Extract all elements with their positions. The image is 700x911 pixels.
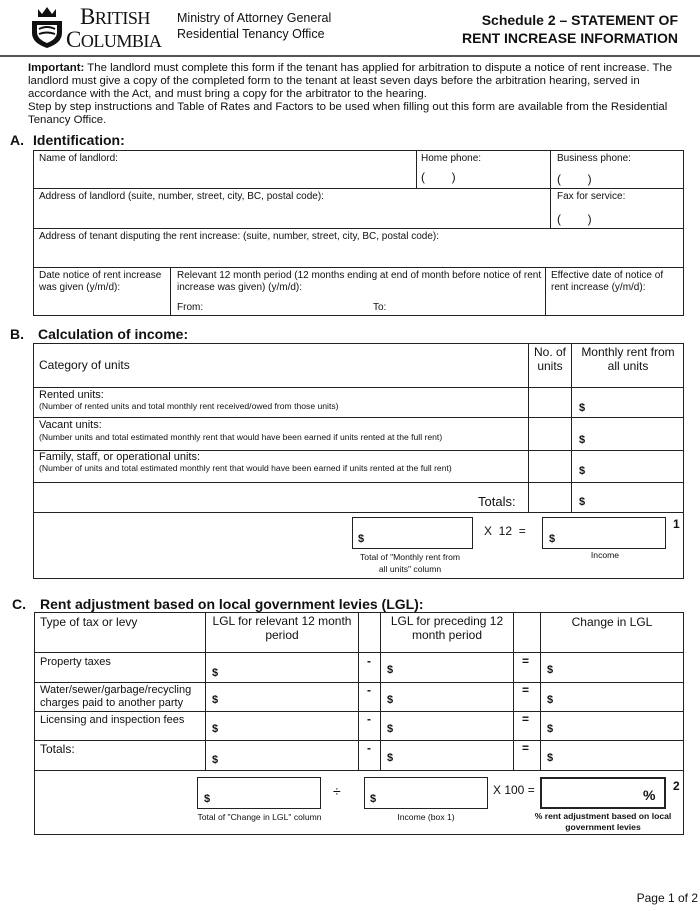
income-box-1-currency: $ — [370, 793, 377, 805]
page-number: Page 1 of 2 — [636, 891, 698, 905]
totals-preceding-field[interactable]: $ — [387, 752, 394, 764]
col-monthly-rent: Monthly rent from all units — [581, 345, 675, 373]
col-category: Category of units — [39, 358, 130, 372]
important-text: The landlord must complete this form if … — [28, 62, 673, 100]
minus-sign: - — [367, 654, 371, 668]
section-a-title: Identification: — [33, 132, 125, 148]
home-phone-field[interactable]: ( ) — [421, 170, 456, 184]
section-c-title: Rent adjustment based on local governmen… — [40, 596, 424, 612]
water-sewer-relevant-field[interactable]: $ — [212, 694, 219, 706]
name-of-landlord-field[interactable]: Name of landlord: — [39, 153, 118, 164]
equals-sign: = — [522, 741, 530, 755]
property-taxes-change-field[interactable]: $ — [547, 664, 554, 676]
water-sewer-label: Water/sewer/garbage/recycling charges pa… — [40, 684, 192, 709]
family-units-note: (Number of units and total estimated mon… — [39, 463, 452, 473]
percent-sign: % — [643, 787, 656, 803]
minus-sign: - — [367, 712, 371, 726]
income-table — [33, 343, 684, 579]
income-currency: $ — [549, 533, 556, 545]
income-label: Income — [590, 550, 620, 560]
family-units-rent-field[interactable]: $ — [579, 465, 586, 477]
minus-sign: - — [367, 683, 371, 697]
coat-of-arms-icon — [32, 7, 62, 48]
income-box-1-field[interactable] — [364, 777, 488, 809]
to-field[interactable]: To: — [373, 302, 387, 313]
licensing-label: Licensing and inspection fees — [40, 714, 185, 726]
total-monthly-rent-label: Total of "Monthly rent from all units" c… — [360, 552, 461, 574]
property-taxes-relevant-field[interactable]: $ — [212, 667, 219, 679]
property-taxes-label: Property taxes — [40, 656, 111, 668]
col-preceding: LGL for preceding 12 month period — [390, 614, 504, 642]
income-box-1-label: Income (box 1) — [397, 812, 455, 822]
total-change-lgl-label: Total of "Change in LGL" column — [197, 812, 322, 822]
licensing-change-field[interactable]: $ — [547, 723, 554, 735]
lgl-totals-label: Totals: — [40, 742, 75, 756]
minus-sign: - — [367, 741, 371, 755]
box-number-1: 1 — [673, 517, 680, 531]
important-notice: Important: The landlord must complete th… — [28, 62, 688, 101]
divide-sign: ÷ — [333, 783, 341, 799]
col-change: Change in LGL — [571, 615, 653, 629]
totals-label: Totals: — [478, 494, 516, 509]
income-box[interactable] — [542, 517, 666, 549]
times-100: X 100 = — [493, 783, 535, 797]
form-title-line1: Schedule 2 – STATEMENT OF — [481, 12, 678, 28]
relevant-period-label: Relevant 12 month period (12 months endi… — [177, 270, 542, 293]
equals-sign: = — [522, 654, 530, 668]
rented-units-note: (Number of rented units and total monthl… — [39, 401, 339, 411]
vacant-units-rent-field[interactable]: $ — [579, 434, 586, 446]
water-sewer-preceding-field[interactable]: $ — [387, 694, 394, 706]
vacant-units-note: (Number units and total estimated monthl… — [39, 432, 443, 442]
ministry-name: Ministry of Attorney General — [177, 11, 332, 25]
important-label: Important: — [28, 62, 85, 74]
total-monthly-rent-currency: $ — [358, 533, 365, 545]
form-title-line2: RENT INCREASE INFORMATION — [462, 30, 678, 46]
header-rule — [0, 55, 700, 57]
business-phone-field[interactable]: ( ) — [557, 172, 592, 186]
landlord-address-field[interactable]: Address of landlord (suite, number, stre… — [39, 191, 324, 202]
effective-date-field[interactable]: Effective date of notice of rent increas… — [551, 270, 664, 293]
property-taxes-preceding-field[interactable]: $ — [387, 664, 394, 676]
total-monthly-rent-box[interactable] — [352, 517, 473, 549]
section-b-title: Calculation of income: — [38, 326, 189, 342]
totals-change-field[interactable]: $ — [547, 752, 554, 764]
total-change-lgl-box[interactable] — [197, 777, 321, 809]
percent-adjustment-box[interactable] — [540, 777, 666, 809]
section-a-letter: A. — [10, 132, 24, 148]
vacant-units-title: Vacant units: — [39, 419, 102, 431]
fax-label: Fax for service: — [557, 191, 626, 202]
times-12: X 12 = — [484, 524, 526, 538]
water-sewer-change-field[interactable]: $ — [547, 694, 554, 706]
equals-sign: = — [522, 683, 530, 697]
bc-logo: BRITISH COLUMBIA — [30, 5, 165, 51]
totals-relevant-field[interactable]: $ — [212, 754, 219, 766]
equals-sign: = — [522, 712, 530, 726]
percent-adjustment-label: % rent adjustment based on local governm… — [534, 811, 672, 832]
rented-units-title: Rented units: — [39, 389, 104, 401]
totals-rent-field[interactable]: $ — [579, 496, 586, 508]
tenant-address-field[interactable]: Address of tenant disputing the rent inc… — [39, 231, 440, 242]
instructions-text: Step by step instructions and Table of R… — [28, 101, 668, 126]
col-relevant: LGL for relevant 12 month period — [212, 614, 352, 642]
box-number-2: 2 — [673, 779, 680, 793]
section-b-letter: B. — [10, 326, 24, 342]
rented-units-rent-field[interactable]: $ — [579, 402, 586, 414]
col-type: Type of tax or levy — [40, 615, 138, 629]
lgl-table — [34, 612, 684, 835]
licensing-preceding-field[interactable]: $ — [387, 723, 394, 735]
fax-field[interactable]: ( ) — [557, 212, 592, 226]
col-no-units: No. of units — [533, 345, 566, 373]
family-units-title: Family, staff, or operational units: — [39, 451, 200, 463]
identification-table — [33, 150, 684, 316]
from-field[interactable]: From: — [177, 302, 204, 313]
total-change-currency: $ — [204, 793, 211, 805]
office-name: Residential Tenancy Office — [177, 27, 325, 41]
section-c-letter: C. — [12, 596, 26, 612]
licensing-relevant-field[interactable]: $ — [212, 723, 219, 735]
home-phone-label: Home phone: — [421, 153, 482, 164]
date-notice-field[interactable]: Date notice of rent increase was given (… — [39, 270, 162, 293]
business-phone-label: Business phone: — [557, 153, 631, 164]
